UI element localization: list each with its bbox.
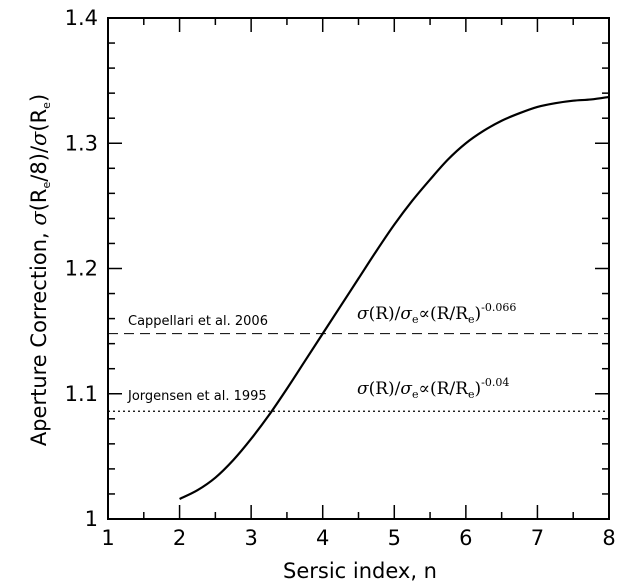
tick-labels: 1 2 3 4 5 6 7 8 1 1.1 1.2 1.3 1.4	[65, 6, 616, 550]
x-tick-label: 7	[531, 526, 544, 550]
y-axis-title: Aperture Correction, σ(Re/8)/σ(Re)	[27, 94, 53, 446]
y-tick-label: 1.3	[65, 131, 98, 155]
x-tick-label: 2	[173, 526, 186, 550]
x-tick-label: 5	[388, 526, 401, 550]
x-tick-label: 3	[244, 526, 257, 550]
y-tick-label: 1.4	[65, 6, 98, 30]
reference-lines	[108, 333, 609, 412]
x-axis-title: Sersic index, n	[283, 559, 437, 583]
x-tick-label: 6	[459, 526, 472, 550]
data-series	[179, 95, 610, 500]
ref-label-jorgensen: Jorgensen et al. 1995	[127, 389, 267, 404]
y-tick-label: 1.2	[65, 257, 98, 281]
y-tick-label: 1.1	[65, 382, 98, 406]
axis-ticks	[107, 17, 610, 520]
formula-jorgensen: σ(R)/σe∝(R/Re)-0.04	[357, 376, 509, 401]
plot-frame	[107, 17, 610, 520]
x-tick-label: 8	[602, 526, 615, 550]
ref-label-cappellari: Cappellari et al. 2006	[128, 314, 268, 329]
formula-cappellari: σ(R)/σe∝(R/Re)-0.066	[357, 301, 516, 326]
x-tick-label: 1	[101, 526, 114, 550]
x-tick-label: 4	[316, 526, 329, 550]
y-tick-label: 1	[85, 507, 98, 531]
series-line-0	[179, 95, 610, 500]
